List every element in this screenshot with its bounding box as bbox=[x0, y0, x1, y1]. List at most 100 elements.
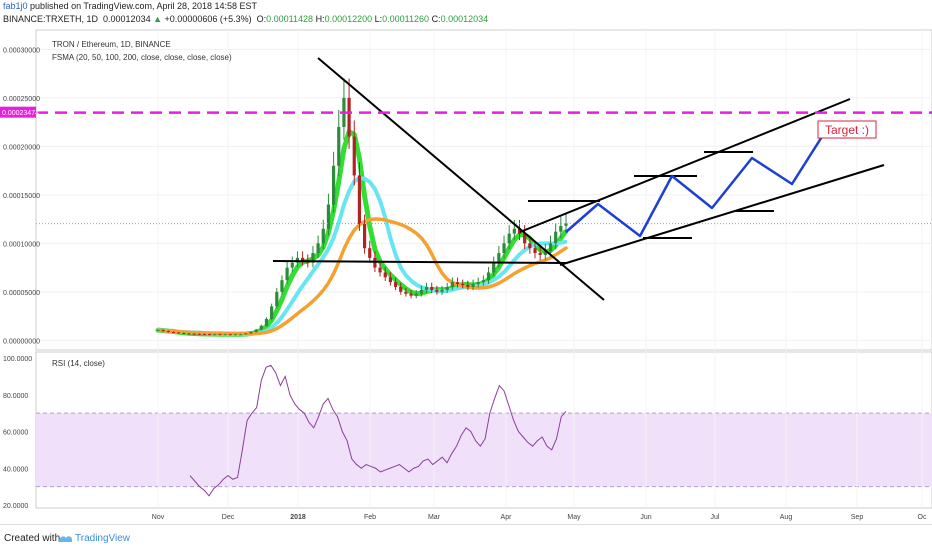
candle-body bbox=[559, 225, 563, 232]
candle-body bbox=[476, 282, 480, 285]
channel-lower-line bbox=[559, 164, 885, 266]
candle-body bbox=[373, 257, 377, 268]
candle-body bbox=[316, 243, 320, 254]
target-price-tag bbox=[0, 106, 36, 118]
candle-body bbox=[419, 289, 423, 294]
time-tick-label: Apr bbox=[501, 514, 513, 521]
price-tick-label: 0.00015000 bbox=[3, 193, 40, 200]
candle-body bbox=[352, 136, 356, 176]
candle-body bbox=[213, 334, 217, 336]
candle-body bbox=[192, 333, 196, 335]
price-tick-label: 0.00020000 bbox=[3, 144, 40, 151]
candle-body bbox=[321, 228, 325, 244]
rsi-legend: RSI (14, close) bbox=[52, 359, 105, 368]
candle-body bbox=[543, 251, 547, 255]
candle-body bbox=[548, 243, 553, 252]
price-tick-label: 0.00025000 bbox=[3, 96, 40, 103]
time-tick-label: Oc bbox=[918, 514, 927, 521]
candle-body bbox=[388, 277, 393, 283]
open-value: 0.00011428 bbox=[266, 14, 314, 24]
downtrend-line bbox=[317, 57, 605, 301]
time-tick-label: May bbox=[567, 514, 581, 521]
candle-body bbox=[486, 272, 491, 281]
candle-body bbox=[517, 228, 522, 234]
close-label: C: bbox=[431, 14, 441, 24]
high-label: H: bbox=[315, 14, 325, 24]
candle-body bbox=[378, 267, 382, 273]
low-value: 0.00011260 bbox=[382, 14, 430, 24]
open-label: O: bbox=[256, 14, 267, 24]
target-annotation-box bbox=[817, 120, 877, 139]
candle-body bbox=[471, 284, 475, 287]
candle-body bbox=[502, 243, 506, 254]
candle-body bbox=[347, 97, 351, 137]
candle-body bbox=[440, 289, 444, 292]
rsi-tick-label: 80.0000 bbox=[3, 393, 28, 400]
candle-body bbox=[461, 284, 465, 286]
candle-body bbox=[311, 253, 315, 263]
price-axis: 0.00030000 0.00025000 0.00020000 0.00015000… bbox=[3, 47, 932, 345]
candle-body bbox=[285, 267, 289, 281]
candle-body bbox=[156, 330, 160, 332]
candle-body bbox=[208, 334, 212, 336]
candle-body bbox=[233, 334, 238, 336]
candle-body bbox=[264, 318, 269, 326]
time-tick-label: Jul bbox=[711, 514, 720, 521]
trendlines bbox=[272, 57, 885, 301]
candle-body bbox=[523, 233, 527, 244]
target-price-label: 0.00023474 bbox=[2, 110, 39, 117]
candle-body bbox=[393, 282, 398, 287]
candle-body bbox=[254, 329, 258, 333]
candle-body bbox=[455, 282, 460, 285]
candle-body bbox=[171, 332, 176, 334]
ma100-line bbox=[156, 217, 568, 336]
candle-body bbox=[290, 262, 294, 268]
candle-body bbox=[357, 175, 362, 224]
candle-body bbox=[481, 280, 485, 283]
publish-info: published on TradingView.com, April 28, … bbox=[30, 1, 258, 11]
time-tick-label: Nov bbox=[152, 514, 165, 521]
target-annotation: Target :) bbox=[825, 123, 869, 137]
low-label: L: bbox=[374, 14, 383, 24]
candle-body bbox=[161, 330, 165, 332]
candle-body bbox=[466, 285, 470, 287]
footer-brand[interactable]: TradingView bbox=[75, 533, 131, 544]
time-tick-label: Mar bbox=[428, 514, 441, 521]
candle-body bbox=[202, 334, 207, 335]
time-tick-label: Aug bbox=[780, 514, 793, 521]
candle-body bbox=[564, 223, 568, 226]
support-line bbox=[272, 260, 567, 264]
candle-body bbox=[362, 223, 367, 249]
price-tick-label: 0.00000000 bbox=[3, 338, 40, 345]
ohlc-line: BINANCE:TRXETH, 1D 0.00012034 ▲ +0.00000… bbox=[3, 14, 488, 24]
candle-body bbox=[414, 293, 418, 296]
time-axis: Nov Dec 2018 Feb Mar Apr May Jun Jul Aug Sep Oc bbox=[152, 30, 927, 521]
candle-body bbox=[270, 306, 274, 319]
candle-body bbox=[528, 243, 532, 249]
candle-body bbox=[512, 228, 516, 234]
candle-body bbox=[337, 126, 341, 166]
candle-body bbox=[399, 286, 403, 292]
candle-body bbox=[275, 291, 279, 307]
candle-body bbox=[239, 334, 243, 336]
candle-body bbox=[249, 332, 253, 334]
candle-body bbox=[280, 280, 284, 292]
up-arrow-icon: ▲ bbox=[153, 14, 163, 24]
author-link[interactable]: fab1j0 bbox=[3, 1, 28, 11]
time-tick-label: Dec bbox=[222, 514, 235, 521]
change-value: +0.00000606 (+5.3%) bbox=[164, 14, 252, 24]
candle-body bbox=[259, 325, 263, 330]
candle-body bbox=[424, 286, 429, 290]
candle-body bbox=[450, 282, 454, 287]
candle-body bbox=[409, 293, 413, 296]
price-tick-label: 0.00010000 bbox=[3, 241, 40, 248]
candle-body bbox=[445, 286, 449, 290]
rsi-tick-label: 100.0000 bbox=[3, 356, 32, 363]
candle-body bbox=[228, 334, 232, 336]
price-tick-label: 0.00005000 bbox=[3, 290, 40, 297]
rsi-line bbox=[189, 364, 567, 497]
projected-path bbox=[565, 123, 832, 238]
price-chart[interactable]: 0.00030000 0.00025000 0.00020000 0.00015000… bbox=[0, 0, 932, 524]
candle-body bbox=[368, 248, 372, 258]
channel-upper-line bbox=[519, 98, 851, 233]
